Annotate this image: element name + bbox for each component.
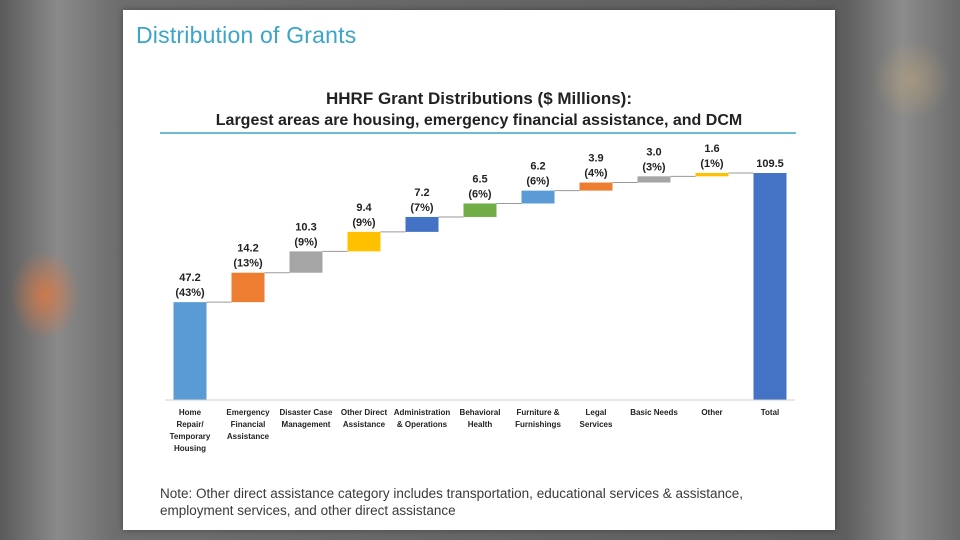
value-label: 1.6	[704, 143, 719, 155]
waterfall-chart: HHRF Grant Distributions ($ Millions): L…	[160, 89, 796, 453]
category-label: Repair/	[176, 420, 204, 429]
bar-9	[695, 173, 729, 177]
value-label: 6.5	[472, 173, 487, 185]
category-label: Total	[761, 408, 780, 417]
slide: Distribution of Grants HHRF Grant Distri…	[123, 10, 835, 530]
value-label: 3.0	[646, 146, 661, 158]
percent-label: (13%)	[233, 258, 263, 270]
bar-5	[463, 203, 497, 217]
chart-marks: 47.2 (43%) Home Repair/Temporary Housing 14.2…	[165, 143, 795, 453]
category-label: Financial	[231, 420, 266, 429]
category-label: Other	[701, 408, 722, 417]
category-label: Temporary	[170, 432, 211, 441]
category-label: Assistance	[343, 420, 386, 429]
category-label: Emergency	[226, 408, 270, 417]
percent-label: (43%)	[175, 287, 205, 299]
slide-title: Distribution of Grants	[136, 22, 357, 48]
percent-label: (3%)	[642, 161, 666, 173]
category-label: Assistance	[227, 432, 270, 441]
value-label: 7.2	[414, 187, 429, 199]
category-label: Other Direct	[341, 408, 388, 417]
background-blur-left	[10, 250, 80, 340]
category-label: Services	[580, 420, 613, 429]
bar-7	[579, 182, 613, 191]
percent-label: (6%)	[526, 176, 550, 188]
category-label: Health	[468, 420, 493, 429]
value-label: 3.9	[588, 153, 603, 165]
value-label: 10.3	[295, 221, 316, 233]
category-label: Disaster Case	[280, 408, 333, 417]
bar-4	[405, 216, 439, 232]
background-blur-right	[872, 40, 952, 120]
percent-label: (1%)	[700, 158, 724, 170]
category-label: Management	[282, 420, 331, 429]
category-label: & Operations	[397, 420, 448, 429]
bar-total	[753, 173, 787, 400]
percent-label: (6%)	[468, 188, 492, 200]
percent-label: (9%)	[294, 236, 318, 248]
category-label: Behavioral	[460, 408, 501, 417]
bar-3	[347, 231, 381, 252]
category-label: Basic Needs	[630, 408, 678, 417]
bar-1	[231, 272, 265, 303]
category-label: Furnishings	[515, 420, 561, 429]
value-label: 14.2	[237, 243, 258, 255]
bar-8	[637, 176, 671, 183]
value-label: 9.4	[356, 202, 372, 214]
value-label: 6.2	[530, 161, 545, 173]
percent-label: (4%)	[584, 168, 608, 180]
category-label: Furniture &	[516, 408, 559, 417]
chart-note: Note: Other direct assistance category i…	[160, 486, 744, 518]
chart-subtitle: Largest areas are housing, emergency fin…	[216, 112, 742, 129]
bar-2	[289, 251, 323, 273]
value-label: 47.2	[179, 272, 200, 284]
bar-6	[521, 190, 555, 204]
category-label: Legal	[586, 408, 607, 417]
category-label: Administration	[394, 408, 451, 417]
category-label: Housing	[174, 444, 206, 453]
percent-label: (9%)	[352, 217, 376, 229]
bar-0	[173, 302, 207, 400]
percent-label: (7%)	[410, 202, 434, 214]
value-label-total: 109.5	[756, 158, 784, 170]
chart-title: HHRF Grant Distributions ($ Millions):	[326, 89, 632, 108]
category-label: Home	[179, 408, 202, 417]
